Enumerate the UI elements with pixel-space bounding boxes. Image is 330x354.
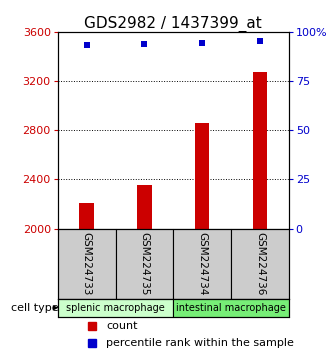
Title: GDS2982 / 1437399_at: GDS2982 / 1437399_at bbox=[84, 16, 262, 32]
Text: cell type: cell type bbox=[11, 303, 58, 313]
Text: splenic macrophage: splenic macrophage bbox=[66, 303, 165, 313]
Bar bbox=[115, 229, 173, 299]
Bar bbox=[58, 229, 115, 299]
Bar bbox=[231, 229, 289, 299]
Bar bbox=[173, 229, 231, 299]
Bar bbox=[173, 299, 289, 317]
Text: GSM224735: GSM224735 bbox=[139, 232, 149, 296]
Bar bbox=[58, 299, 173, 317]
Text: percentile rank within the sample: percentile rank within the sample bbox=[106, 338, 294, 348]
Text: count: count bbox=[106, 321, 138, 331]
Bar bbox=[253, 72, 267, 229]
Text: GSM224736: GSM224736 bbox=[255, 232, 265, 296]
Bar bbox=[80, 203, 94, 229]
Text: intestinal macrophage: intestinal macrophage bbox=[176, 303, 286, 313]
Text: GSM224734: GSM224734 bbox=[197, 232, 207, 296]
Text: GSM224733: GSM224733 bbox=[82, 232, 92, 296]
Bar bbox=[195, 124, 209, 229]
Bar bbox=[137, 185, 151, 229]
